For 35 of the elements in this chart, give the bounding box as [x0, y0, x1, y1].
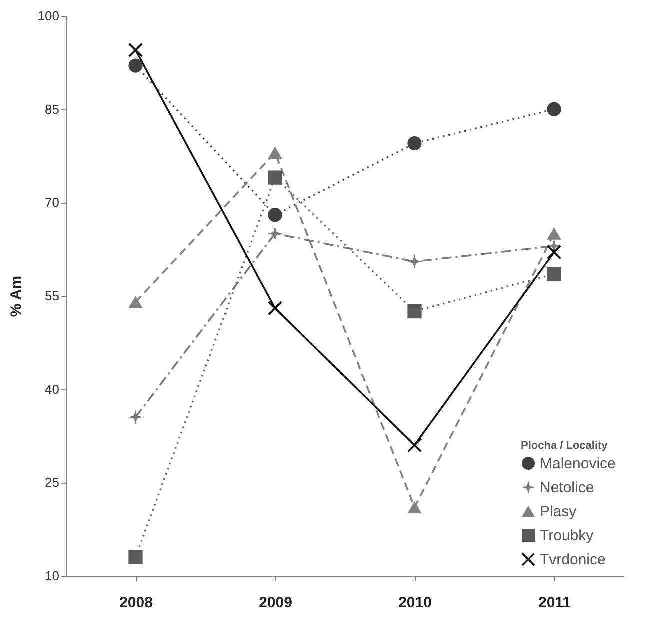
point [128, 296, 143, 308]
y-tick-label: 100 [38, 8, 60, 24]
point [268, 208, 282, 222]
point [547, 245, 562, 260]
point [408, 304, 422, 319]
point [268, 146, 282, 160]
point [268, 226, 282, 241]
legend-title: Plocha / Locality [521, 440, 609, 452]
y-tick-label: 70 [45, 195, 60, 210]
x-tick-label: 2009 [259, 594, 292, 612]
x-tick-label: 2010 [398, 594, 432, 612]
legend-label: Netolice [540, 480, 594, 496]
point [408, 501, 422, 514]
point [547, 102, 562, 116]
y-tick-label: 85 [45, 102, 60, 117]
point [128, 550, 143, 564]
x-tick-label: 2008 [120, 594, 153, 612]
y-tick-label: 40 [45, 382, 60, 397]
point [128, 410, 143, 424]
legend-label: Plasy [540, 504, 578, 520]
y-axis-title: % Am [8, 276, 25, 318]
y-tick-label: 55 [45, 288, 60, 304]
point [547, 228, 562, 240]
point [268, 301, 282, 316]
y-tick-label: 10 [45, 568, 60, 584]
point [547, 267, 562, 282]
point [408, 254, 422, 269]
legend-label: Tvrdonice [540, 552, 606, 568]
legend-label: Malenovice [540, 456, 616, 472]
point [268, 170, 282, 185]
x-tick-label: 2011 [538, 594, 572, 612]
legend-label: Troubky [540, 528, 594, 544]
y-tick-label: 25 [45, 475, 60, 490]
point [408, 136, 422, 151]
point [128, 58, 143, 73]
